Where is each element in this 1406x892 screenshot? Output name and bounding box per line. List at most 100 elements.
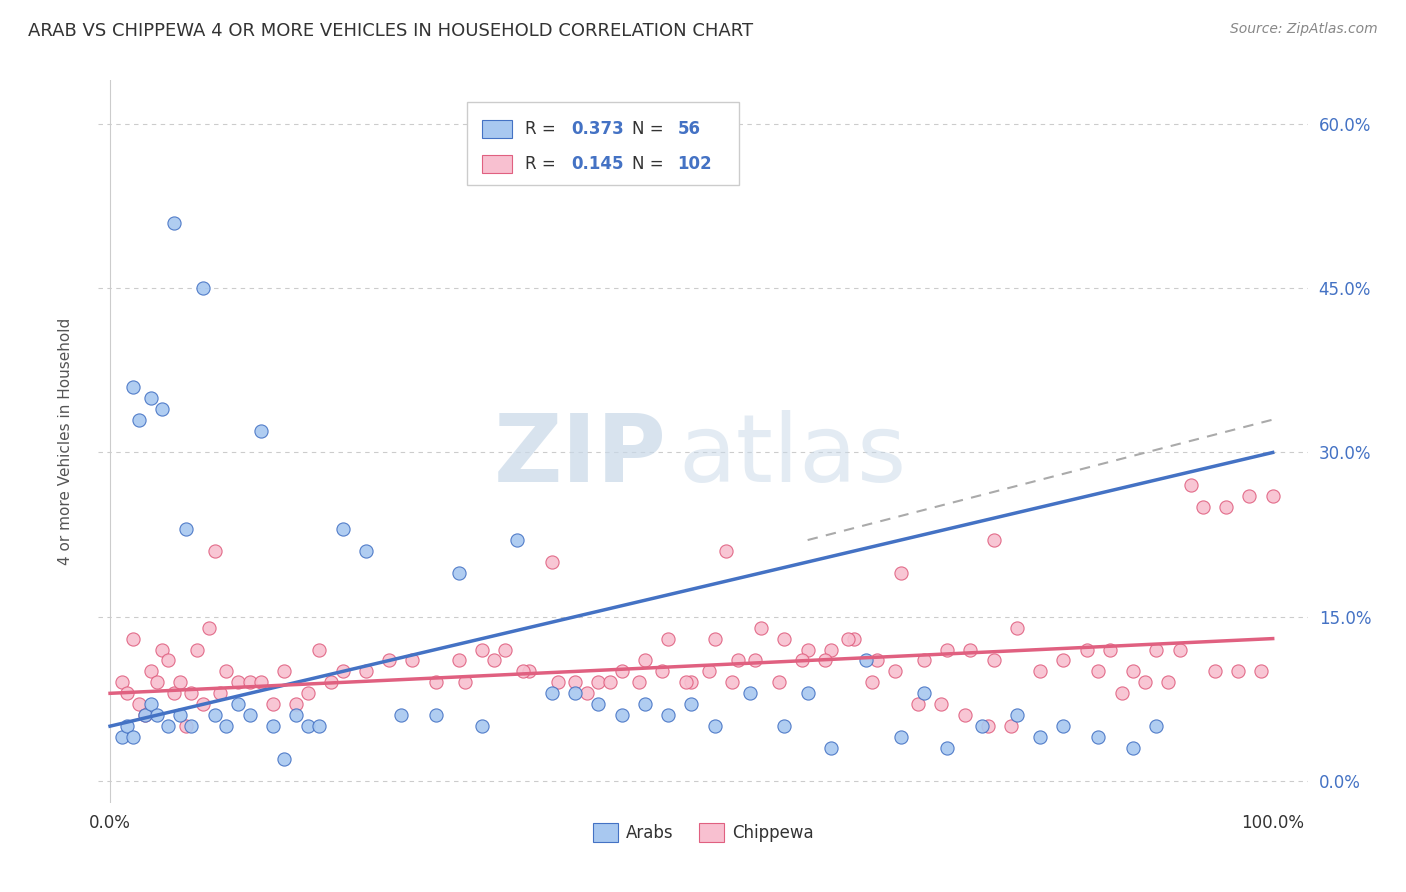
Point [471,642,494,657]
Point [1226,665,1249,679]
Point [796,642,818,657]
FancyBboxPatch shape [467,102,740,185]
Text: 56: 56 [678,120,700,137]
Point [285,708,308,723]
Point [134,708,156,723]
Point [1005,708,1028,723]
Point [332,522,354,536]
Point [575,686,598,700]
Point [790,653,813,667]
Point [1180,478,1202,492]
Point [837,632,859,646]
Point [111,730,134,744]
Point [547,675,569,690]
Point [1098,642,1121,657]
Point [1052,719,1074,733]
Point [169,675,191,690]
Point [354,544,377,558]
Point [890,730,912,744]
Point [262,719,284,733]
Point [681,698,703,712]
Point [959,642,981,657]
Point [936,741,959,756]
Point [128,412,150,426]
Point [820,741,842,756]
Point [250,675,273,690]
Point [890,566,912,580]
Point [796,686,818,700]
Point [610,708,633,723]
Text: 102: 102 [678,155,713,173]
Point [540,555,562,569]
Point [907,698,929,712]
Point [128,698,150,712]
Point [471,719,494,733]
Point [970,719,993,733]
Point [174,719,197,733]
Point [651,665,673,679]
Point [447,653,470,667]
Point [139,665,162,679]
Point [134,708,156,723]
Point [204,544,226,558]
Point [588,675,610,690]
Point [117,686,139,700]
Point [820,642,842,657]
Point [977,719,1000,733]
Point [675,675,697,690]
Text: N =: N = [631,120,668,137]
Point [273,665,295,679]
Point [1204,665,1226,679]
Point [1215,500,1237,515]
Point [122,632,145,646]
Text: ZIP: ZIP [494,410,666,502]
Point [866,653,889,667]
Point [273,752,295,766]
Point [855,653,877,667]
Point [1144,642,1167,657]
Point [814,653,837,667]
Point [180,719,202,733]
Point [512,665,534,679]
Point [1029,665,1052,679]
Point [215,665,238,679]
Point [860,675,883,690]
Point [588,698,610,712]
Text: atlas: atlas [679,410,907,502]
Point [297,719,319,733]
Text: R =: R = [526,155,561,173]
Point [117,719,139,733]
Point [1052,653,1074,667]
Point [447,566,470,580]
Text: ARAB VS CHIPPEWA 4 OR MORE VEHICLES IN HOUSEHOLD CORRELATION CHART: ARAB VS CHIPPEWA 4 OR MORE VEHICLES IN H… [28,22,754,40]
Point [1111,686,1133,700]
Point [139,391,162,405]
Point [628,675,651,690]
Text: Source: ZipAtlas.com: Source: ZipAtlas.com [1230,22,1378,37]
Point [749,621,772,635]
Point [215,719,238,733]
Point [198,621,221,635]
Point [209,686,232,700]
FancyBboxPatch shape [482,120,512,137]
Point [703,719,725,733]
Point [727,653,749,667]
Point [1261,489,1284,503]
Point [773,719,796,733]
Point [191,698,214,712]
Point [204,708,226,723]
Point [250,424,273,438]
Text: R =: R = [526,120,561,137]
Point [599,675,621,690]
Point [1087,665,1109,679]
Point [883,665,905,679]
Legend: Arabs, Chippewa: Arabs, Chippewa [586,816,820,848]
Point [564,675,586,690]
Point [634,653,657,667]
Y-axis label: 4 or more Vehicles in Household: 4 or more Vehicles in Household [59,318,73,566]
Point [931,698,953,712]
Text: 0.373: 0.373 [571,120,624,137]
Point [1122,741,1144,756]
Point [738,686,761,700]
Point [773,632,796,646]
